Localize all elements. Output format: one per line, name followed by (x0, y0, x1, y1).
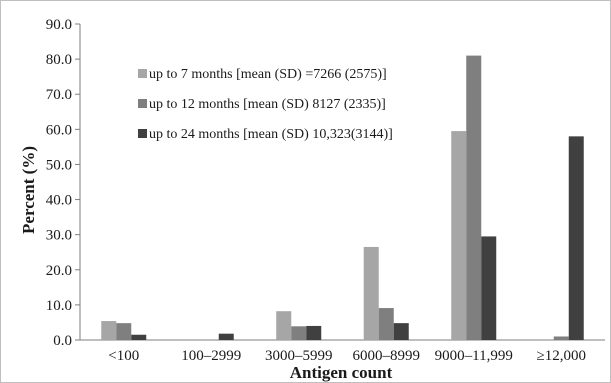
y-tick-label: 90.0 (46, 17, 72, 33)
bar (276, 311, 292, 340)
legend-label: up to 24 months [mean (SD) 10,323(3144)] (149, 127, 393, 142)
x-tick-label: <100 (108, 348, 139, 364)
bar (218, 333, 234, 340)
y-tick-label: 50.0 (46, 157, 72, 173)
bar (131, 334, 147, 340)
y-axis-title: Percent (%) (19, 146, 38, 234)
x-tick-label: 3000–5999 (265, 348, 333, 364)
y-tick-label: 60.0 (46, 122, 72, 138)
bar (291, 326, 307, 340)
bar (481, 236, 497, 340)
legend: up to 7 months [mean (SD) =7266 (2575)] u… (138, 67, 393, 142)
bar (553, 336, 569, 340)
y-tick-label: 20.0 (46, 263, 72, 279)
bars (101, 55, 584, 340)
bar (568, 136, 584, 340)
x-tick-label: 100–2999 (181, 348, 241, 364)
legend-swatch (138, 99, 147, 108)
x-axis-title: Antigen count (290, 363, 393, 382)
y-axis: 0.0 10.0 20.0 30.0 40.0 50.0 60.0 70.0 80.0 90.0 (46, 17, 81, 349)
legend-swatch (138, 69, 147, 78)
bar (378, 308, 394, 340)
bar (393, 323, 409, 340)
bar (466, 55, 482, 340)
y-tick-label: 70.0 (46, 87, 72, 103)
legend-label: up to 7 months [mean (SD) =7266 (2575)] (149, 67, 387, 82)
y-tick-label: 0.0 (53, 333, 72, 349)
x-tick-label: 9000–11,999 (435, 348, 513, 364)
y-tick-label: 10.0 (46, 298, 72, 314)
bar (116, 323, 132, 340)
legend-swatch (138, 129, 147, 138)
y-tick-label: 40.0 (46, 193, 72, 209)
x-tick-label: 6000–8999 (353, 348, 421, 364)
y-tick-label: 80.0 (46, 52, 72, 68)
bar (101, 321, 117, 340)
bar (451, 131, 467, 340)
x-axis: <100 100–2999 3000–5999 6000–8999 9000–11,99… (80, 339, 605, 364)
bar (306, 325, 322, 340)
y-tick-label: 30.0 (46, 228, 72, 244)
x-tick-label: ≥12,000 (537, 348, 586, 364)
legend-label: up to 12 months [mean (SD) 8127 (2335)] (149, 97, 386, 112)
bar (363, 246, 379, 340)
